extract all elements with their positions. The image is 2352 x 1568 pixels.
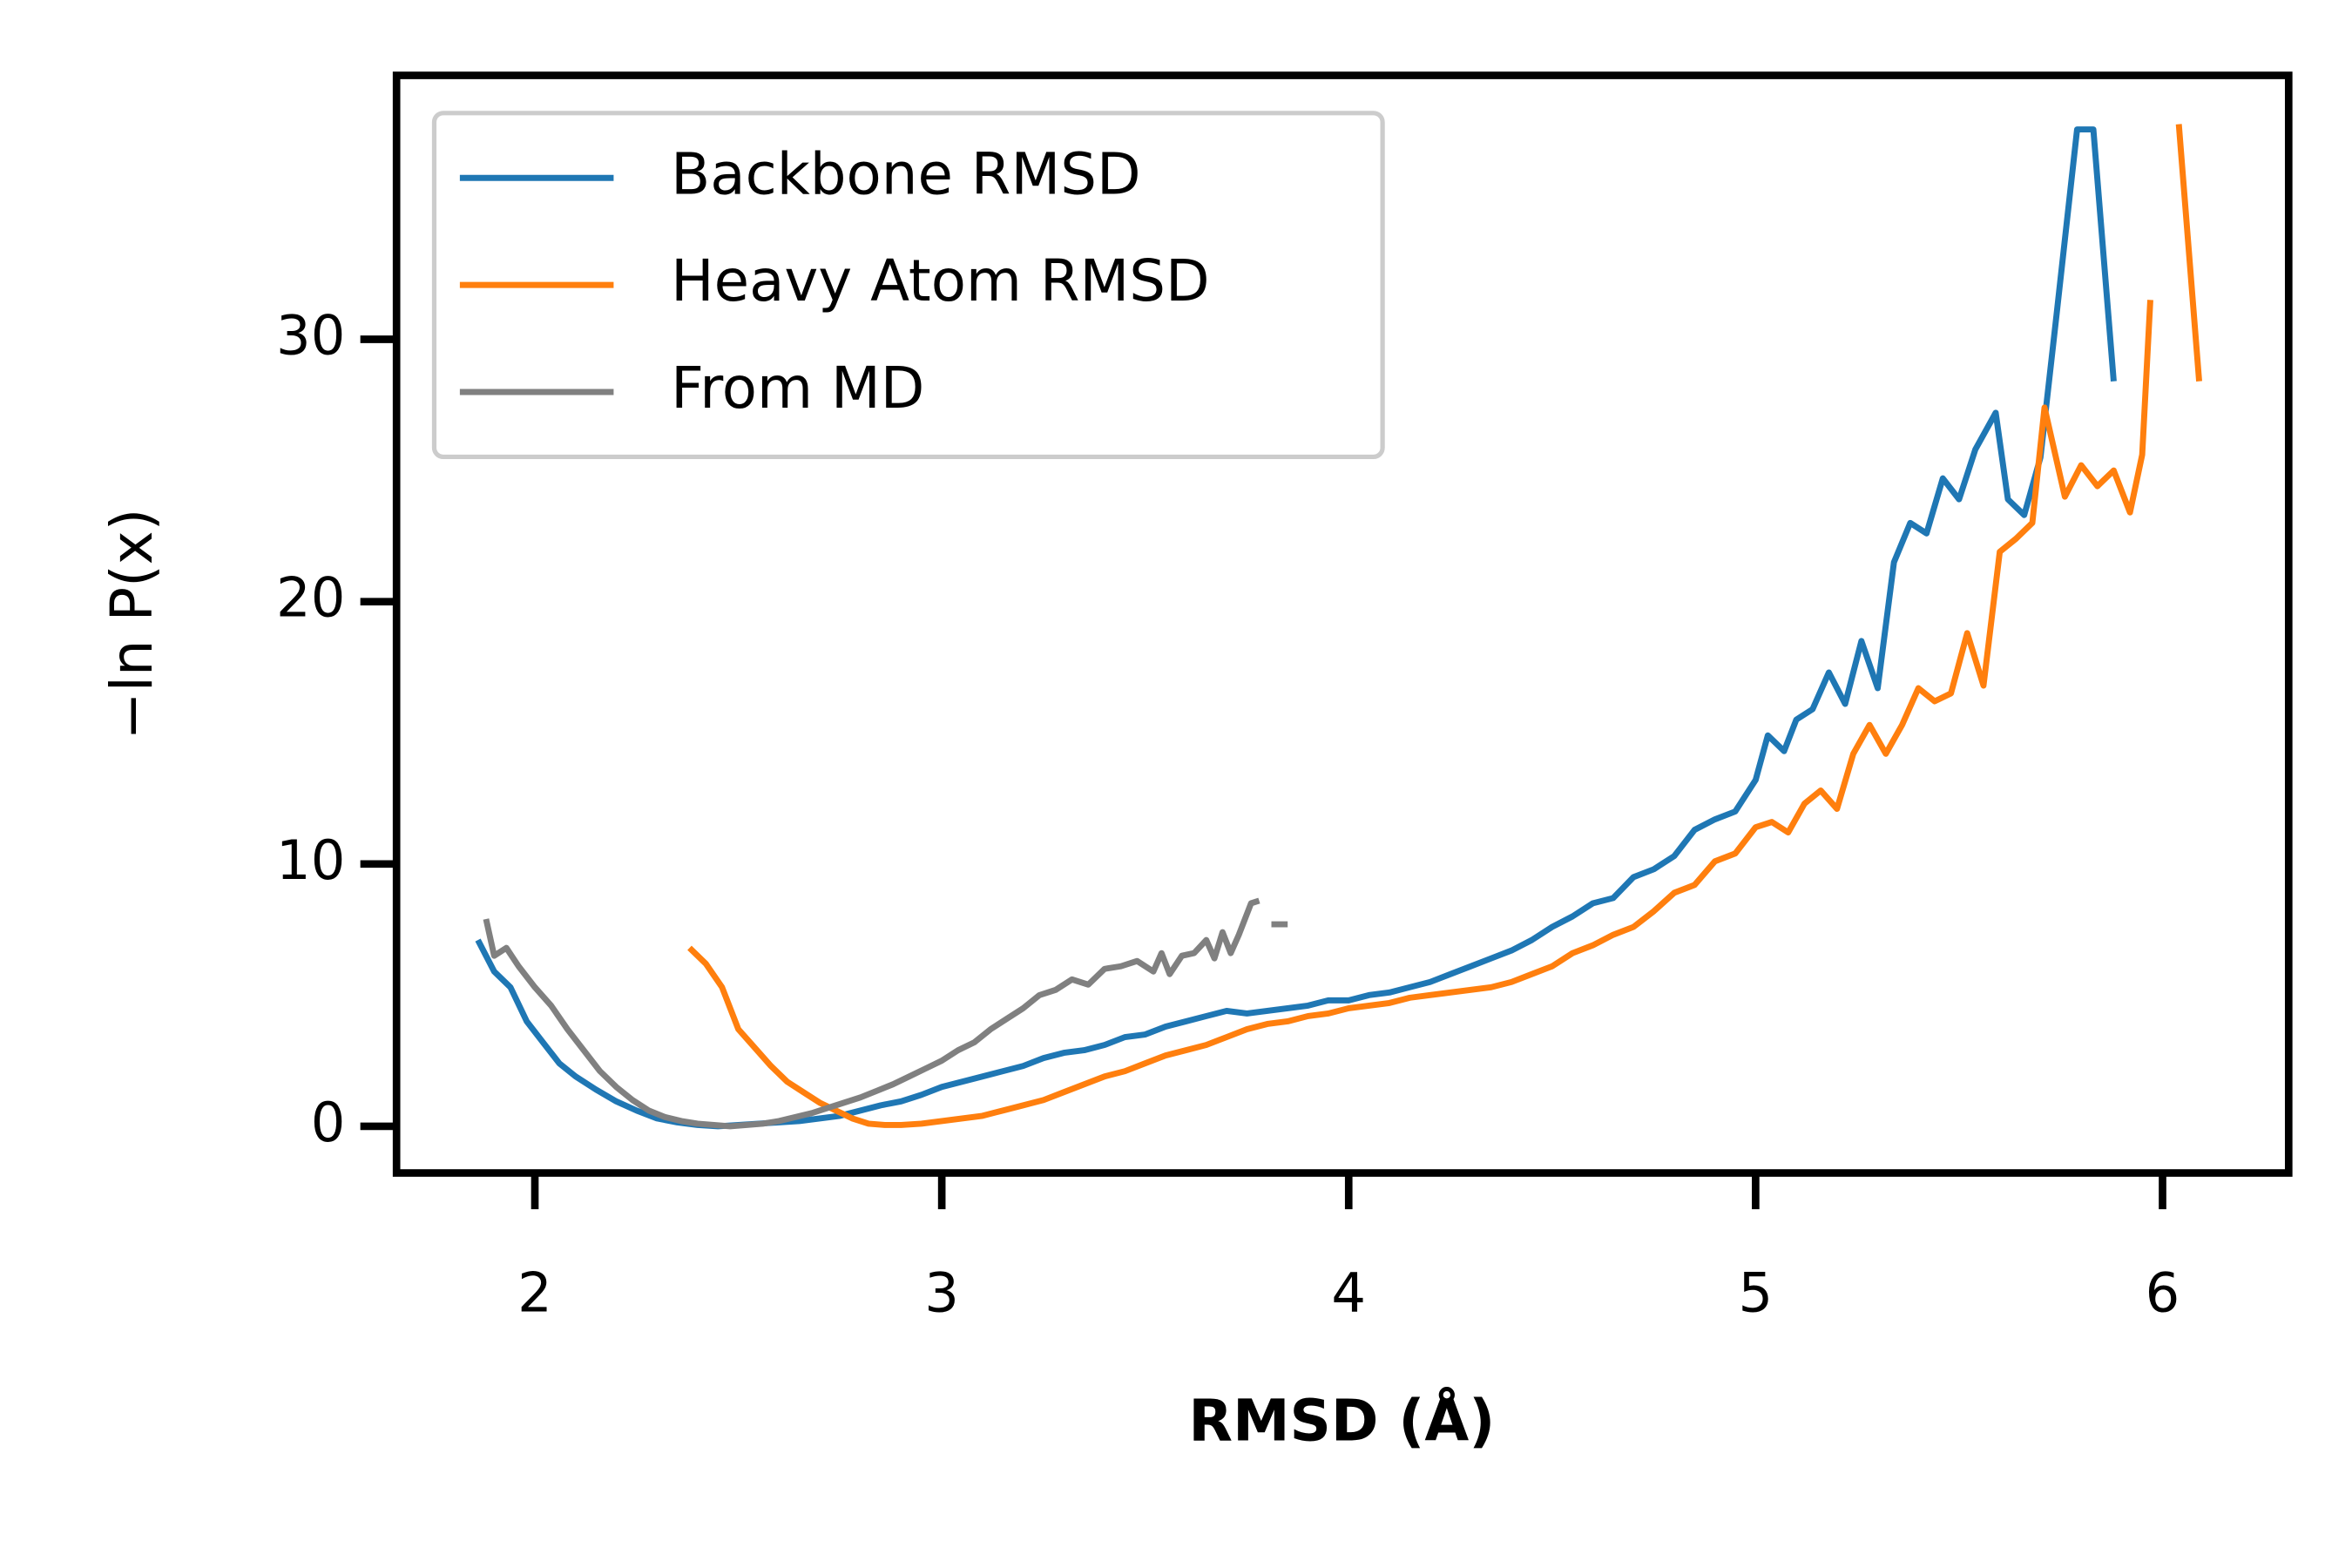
x-tick-label: 4 (1331, 1261, 1366, 1325)
legend-box (431, 111, 1385, 460)
y-tick-label: 0 (311, 1091, 346, 1154)
series-line (483, 897, 1288, 1130)
y-axis-label: −ln P(x) (98, 509, 166, 740)
y-tick-label: 20 (276, 566, 345, 630)
x-tick-label: 6 (2146, 1261, 2180, 1325)
legend-label: Heavy Atom RMSD (671, 247, 1209, 314)
x-axis-label: RMSD (Å) (1188, 1387, 1495, 1455)
x-tick-label: 5 (1739, 1261, 1774, 1325)
plot-frame (392, 71, 2293, 1177)
series-line (687, 124, 2202, 1128)
x-tick-label: 3 (924, 1261, 959, 1325)
legend-label: From MD (671, 355, 924, 422)
x-tick-label: 2 (517, 1261, 552, 1325)
legend-label: Backbone RMSD (671, 140, 1140, 207)
y-tick-label: 10 (276, 828, 345, 892)
y-tick-label: 30 (276, 304, 345, 368)
